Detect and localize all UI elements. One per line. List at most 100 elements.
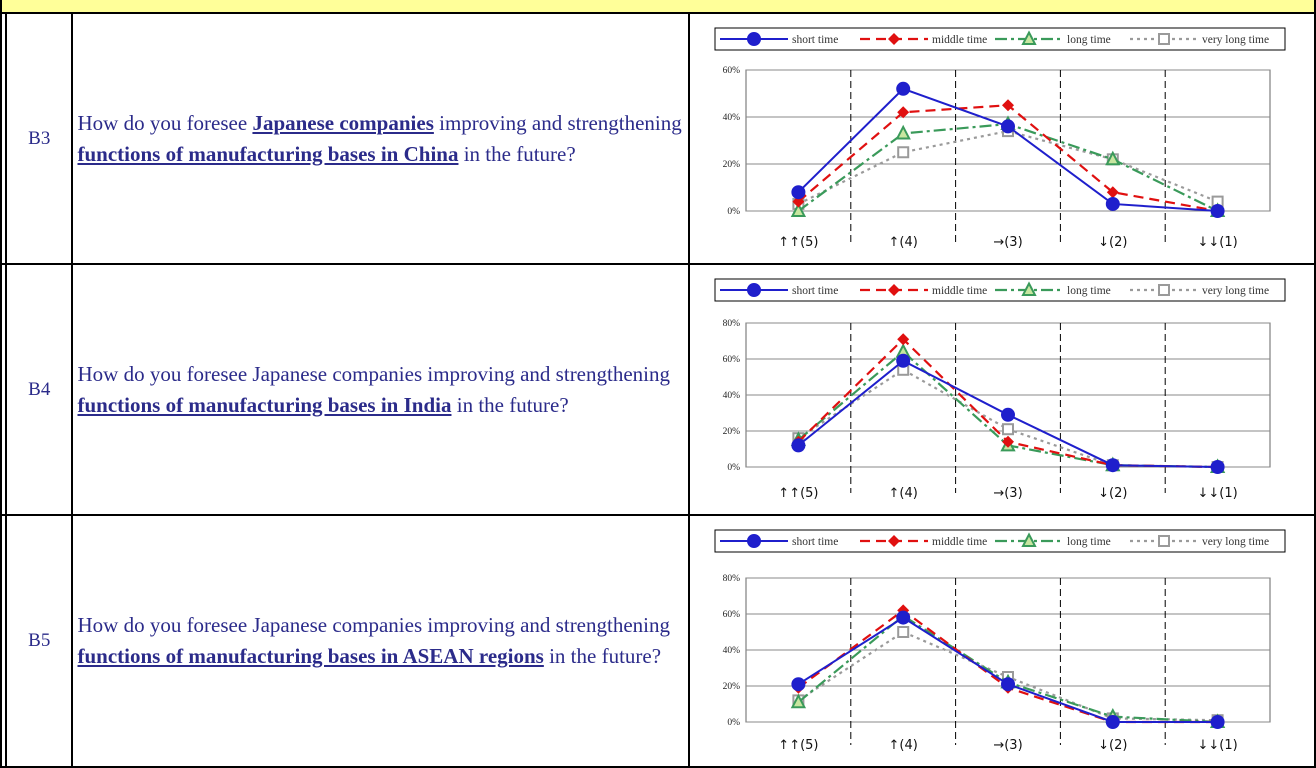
data-point-long-time — [1104, 150, 1121, 166]
legend-label-long-time: long time — [1067, 285, 1111, 297]
legend-label-short-time: short time — [792, 536, 838, 548]
chart-cell: short time middle time long time very long … — [687, 263, 1316, 516]
y-tick-label: 20% — [722, 682, 740, 692]
data-point-short-time — [895, 353, 910, 368]
legend-label-middle-time: middle time — [932, 285, 987, 297]
table-row: B4 How do you foresee Japanese companies… — [0, 263, 1316, 516]
question-text-pre: How do you foresee Japanese companies im… — [77, 361, 670, 386]
legend-marker-very-long-time — [1157, 535, 1170, 547]
data-point-middle-time — [792, 195, 805, 208]
y-tick-label: 0% — [727, 207, 740, 217]
legend-label-short-time: short time — [792, 285, 838, 297]
question-text: How do you foresee Japanese companies im… — [71, 514, 690, 768]
question-text-bold2: functions of manufacturing bases in Indi… — [77, 392, 452, 417]
x-tick-label: ↑(4) — [888, 235, 917, 250]
y-tick-label: 80% — [722, 574, 740, 584]
legend-label-long-time: long time — [1067, 536, 1111, 548]
y-tick-label: 20% — [722, 160, 740, 170]
plot-area: 0% 20% 40% 60% 80% ↑↑(5) ↑(4) →(3) ↓(2) ↓↓(1) — [722, 574, 1271, 753]
data-point-middle-time — [1106, 186, 1119, 199]
legend-marker-very-long-time — [1157, 33, 1170, 45]
plot-area: 0% 20% 40% 60% ↑↑(5) ↑(4) →(3) ↓(2) ↓↓(1) — [722, 66, 1271, 250]
data-point-short-time — [895, 81, 910, 96]
x-tick-label: ↑(4) — [888, 486, 917, 501]
x-tick-label: ↓↓(1) — [1197, 235, 1237, 250]
question-text-pre: How do you foresee Japanese companies im… — [77, 613, 670, 637]
legend-marker-short-time — [746, 534, 761, 548]
data-point-short-time — [791, 185, 806, 200]
table-row: B3 How do you foresee Japanese companies… — [0, 12, 1316, 265]
data-point-short-time — [791, 438, 806, 453]
legend-marker-middle-time — [887, 284, 900, 296]
data-point-long-time — [790, 202, 806, 217]
question-text: How do you foresee Japanese companies im… — [71, 12, 690, 265]
y-tick-label: 20% — [722, 427, 740, 437]
x-tick-label: ↓(2) — [1098, 235, 1127, 250]
row-gutter — [0, 12, 7, 265]
legend: short time middle time long time very long … — [714, 27, 1286, 51]
legend-marker-long-time — [1021, 281, 1037, 296]
table-row: B5 How do you foresee Japanese companies… — [0, 514, 1316, 768]
x-tick-label: ↑↑(5) — [778, 486, 818, 501]
data-point-short-time — [1000, 677, 1015, 692]
legend: short time middle time long time very long … — [714, 529, 1286, 553]
question-text-bold1: Japanese companies — [252, 110, 434, 135]
legend-marker-middle-time — [887, 33, 900, 45]
x-tick-label: ↓(2) — [1098, 738, 1127, 753]
data-point-short-time — [1210, 715, 1225, 729]
question-text-post: in the future? — [458, 141, 576, 166]
y-tick-label: 0% — [727, 463, 740, 473]
question-text-pre: How do you foresee — [77, 110, 253, 135]
data-point-middle-time — [1001, 435, 1014, 448]
data-point-short-time — [1000, 119, 1015, 134]
y-tick-label: 60% — [722, 66, 740, 76]
x-tick-label: ↑↑(5) — [778, 235, 818, 250]
data-point-middle-time — [896, 604, 909, 617]
legend-marker-short-time — [746, 283, 761, 297]
legend-marker-long-time — [1021, 532, 1037, 547]
data-point-middle-time — [1001, 99, 1014, 112]
y-tick-label: 60% — [722, 610, 740, 620]
data-point-very-long-time — [1001, 423, 1014, 436]
series-short-time — [791, 610, 1225, 729]
line-chart-b5: short time middle time long time very long … — [714, 529, 1286, 753]
legend-label-short-time: short time — [792, 34, 838, 46]
data-point-short-time — [1000, 407, 1015, 422]
legend-label-very-long-time: very long time — [1202, 536, 1269, 548]
question-text-bold2: functions of manufacturing bases in Chin… — [77, 141, 459, 166]
y-tick-label: 60% — [722, 355, 740, 365]
data-point-middle-time — [896, 106, 909, 119]
data-point-short-time — [791, 677, 806, 692]
row-gutter — [0, 263, 7, 516]
series-line-very-long-time — [797, 129, 1218, 205]
legend-label-middle-time: middle time — [932, 536, 987, 548]
y-tick-label: 40% — [722, 391, 740, 401]
x-tick-label: →(3) — [993, 738, 1022, 753]
line-chart-b3: short time middle time long time very long … — [714, 27, 1286, 250]
x-tick-label: ↓↓(1) — [1197, 738, 1237, 753]
chart-cell: short time middle time long time very long … — [687, 514, 1316, 768]
data-point-short-time — [1105, 715, 1120, 729]
question-id: B3 — [5, 12, 74, 265]
question-text: How do you foresee Japanese companies im… — [71, 263, 690, 516]
legend-label-middle-time: middle time — [932, 34, 987, 46]
plot-area: 0% 20% 40% 60% 80% ↑↑(5) ↑(4) →(3) ↓(2) ↓↓(1) — [722, 319, 1271, 501]
x-tick-label: →(3) — [993, 235, 1022, 250]
y-tick-label: 40% — [722, 646, 740, 656]
legend-marker-very-long-time — [1157, 284, 1170, 296]
legend-marker-long-time — [1021, 30, 1037, 45]
data-point-very-long-time — [896, 626, 909, 638]
x-tick-label: ↑↑(5) — [778, 738, 818, 753]
question-text-bold2: functions of manufacturing bases in ASEA… — [77, 644, 544, 668]
legend-label-very-long-time: very long time — [1202, 34, 1269, 46]
data-point-short-time — [1210, 460, 1225, 474]
legend: short time middle time long time very long … — [714, 278, 1286, 302]
question-text-post: in the future? — [451, 392, 569, 417]
y-tick-label: 40% — [722, 113, 740, 123]
chart-cell: short time middle time long time very long … — [687, 12, 1316, 265]
y-tick-label: 80% — [722, 319, 740, 329]
data-point-very-long-time — [896, 146, 909, 159]
legend-marker-middle-time — [887, 535, 900, 547]
legend-marker-short-time — [746, 32, 761, 46]
x-tick-label: ↓↓(1) — [1197, 486, 1237, 501]
